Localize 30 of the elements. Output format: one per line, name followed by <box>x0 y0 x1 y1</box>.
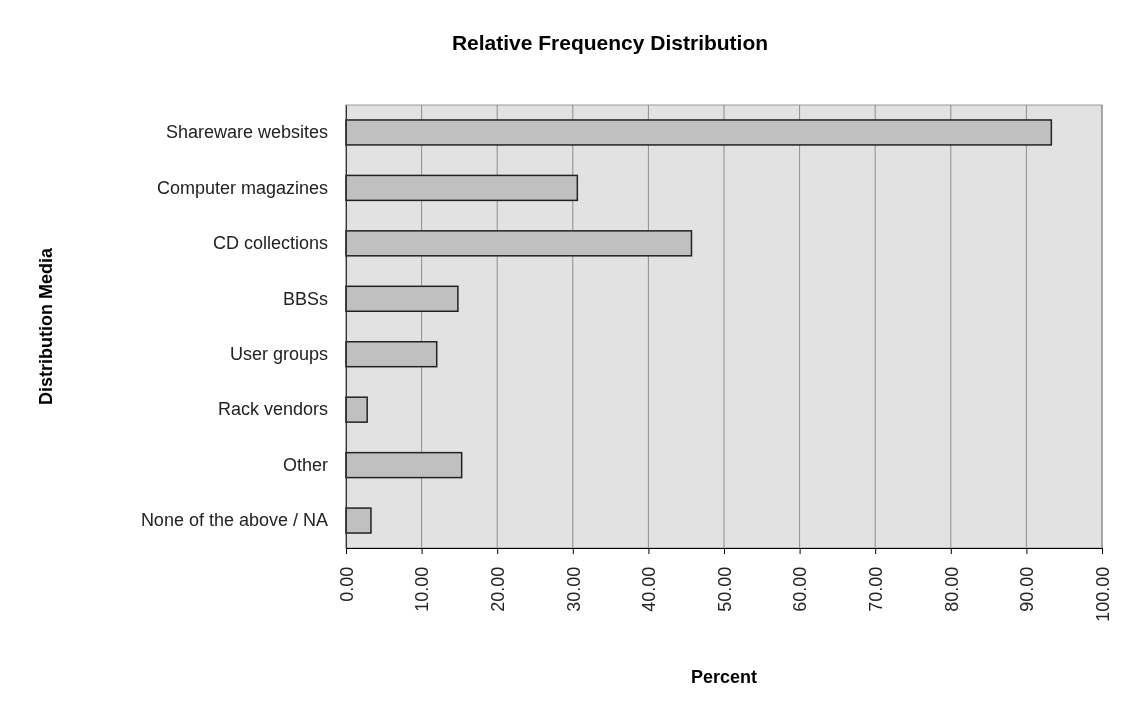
bar <box>345 174 579 202</box>
bar <box>345 119 1053 146</box>
x-tick-label: 20.00 <box>488 566 508 612</box>
y-tick-label: Other <box>282 454 328 475</box>
y-axis-title: Distribution Media <box>36 247 56 405</box>
y-tick-label: None of the above / NA <box>140 510 328 531</box>
x-tick-label: 0.00 <box>336 566 357 602</box>
x-tick-label: 30.00 <box>563 566 584 612</box>
chart-title: Relative Frequency Distribution <box>451 31 769 54</box>
bar <box>345 341 438 368</box>
bar <box>345 451 463 479</box>
x-tick-label: 70.00 <box>866 566 886 612</box>
x-axis-title: Percent <box>690 667 758 687</box>
x-tick-label: 10.00 <box>412 566 433 612</box>
bar <box>345 230 693 257</box>
y-tick-label: User groups <box>229 343 328 364</box>
x-tick-label: 60.00 <box>790 566 811 612</box>
y-tick-label: CD collections <box>212 233 328 254</box>
x-tick-label: 80.00 <box>941 566 962 612</box>
y-tick-label: Shareware websites <box>165 122 328 143</box>
bar <box>345 507 372 534</box>
x-tick-label: 50.00 <box>714 566 735 612</box>
x-tick-label: 90.00 <box>1017 566 1038 612</box>
x-tick-label: 100.00 <box>1092 566 1113 622</box>
bar <box>345 285 459 312</box>
y-tick-label: BBSs <box>282 288 328 309</box>
y-tick-label: Rack vendors <box>217 399 328 420</box>
y-tick-label: Computer magazines <box>156 177 328 198</box>
x-tick-label: 40.00 <box>639 566 660 612</box>
bar <box>345 396 368 423</box>
